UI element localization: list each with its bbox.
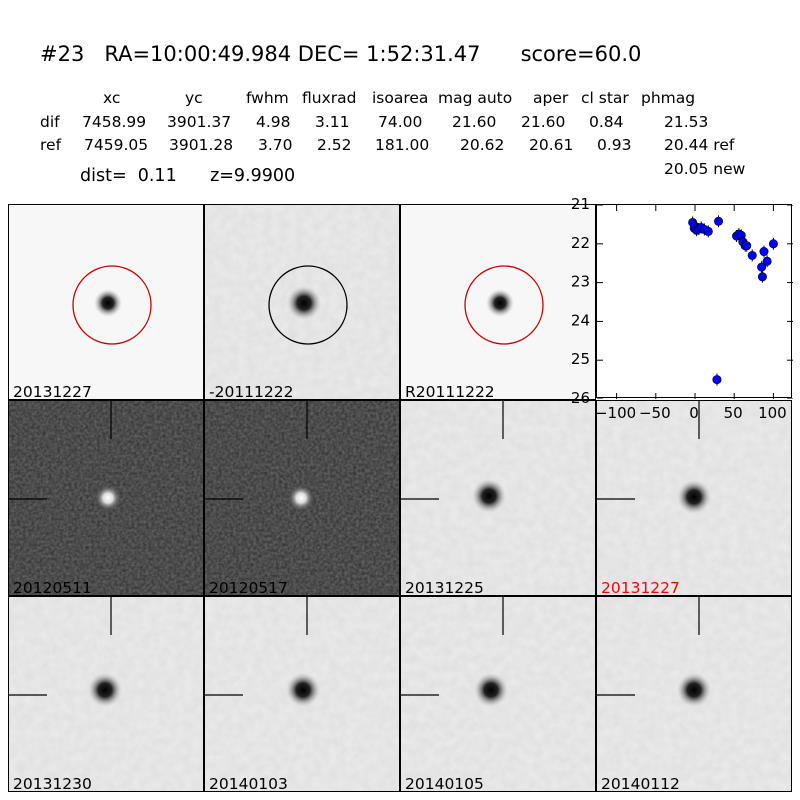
stamp-image: [205, 597, 399, 791]
source-star: [677, 480, 711, 514]
crosshair-icon: [597, 597, 700, 696]
stamp-date-label: R20111222: [405, 383, 495, 400]
dif-fluxrad: 3.11: [315, 113, 350, 131]
stamp-image: [597, 597, 791, 791]
stamp-panel: 20120517: [204, 400, 400, 596]
stamp-date-label: 20131225: [405, 579, 484, 596]
stamp-date-label: 20140105: [405, 775, 484, 792]
stamp-panel: 20140103: [204, 596, 400, 792]
data-point: [757, 262, 767, 272]
data-point: [747, 250, 757, 260]
source-star: [88, 673, 122, 707]
ref-row-label: ref: [40, 136, 62, 154]
ref-xc: 7459.05: [84, 136, 149, 154]
stamp-panel: -20111222: [204, 204, 400, 400]
stamp-date-label: -20111222: [209, 383, 294, 400]
dif-xc: 7458.99: [82, 113, 147, 131]
stamp-image: [401, 205, 595, 399]
source-star: [474, 673, 508, 707]
crosshair-icon: [9, 401, 112, 500]
data-point: [768, 239, 778, 249]
stamp-image: [9, 401, 203, 595]
data-point: [759, 247, 769, 257]
ref-mag-auto: 20.62: [460, 136, 505, 154]
crosshair-icon: [9, 597, 112, 696]
stamp-panel: 20131230: [8, 596, 204, 792]
new-phmag: 20.05 new: [664, 160, 746, 178]
stamp-image: [9, 597, 203, 791]
crosshair-icon: [205, 401, 308, 500]
stamp-image: [401, 597, 595, 791]
dif-isoarea: 74.00: [378, 113, 423, 131]
stamp-panel: 20131227: [596, 400, 792, 596]
dist-and-z: dist= 0.11 z=9.9900: [80, 166, 296, 186]
data-point: [742, 241, 752, 251]
dif-mag-auto: 21.60: [452, 113, 497, 131]
data-point: [762, 256, 772, 266]
ref-cl-star: 0.93: [597, 136, 632, 154]
ref-yc: 3901.28: [169, 136, 234, 154]
col-header-cl-star: cl star: [581, 89, 629, 107]
data-point: [757, 272, 767, 282]
stamp-panel: R20111222: [400, 204, 596, 400]
col-header-fwhm: fwhm: [246, 89, 289, 107]
col-header-phmag: phmag: [641, 89, 696, 107]
light-curve-plot: [596, 204, 793, 400]
stamp-image: [597, 401, 791, 595]
stamp-date-label: 20131230: [13, 775, 92, 792]
ref-isoarea: 181.00: [375, 136, 430, 154]
stamp-panel: 20131225: [400, 400, 596, 596]
source-star: [486, 289, 514, 317]
dif-aper: 21.60: [521, 113, 566, 131]
stamp-image: [401, 401, 595, 595]
aperture-circle: [72, 265, 152, 345]
stamp-image: [205, 205, 399, 399]
dif-yc: 3901.37: [167, 113, 232, 131]
data-point: [703, 226, 713, 236]
data-point: [714, 216, 724, 226]
stamp-image: [205, 401, 399, 595]
candidate-title: #23 RA=10:00:49.984 DEC= 1:52:31.47 scor…: [40, 42, 642, 66]
source-star: [94, 484, 122, 512]
ref-fluxrad: 2.52: [317, 136, 352, 154]
light-curve-svg: [597, 204, 793, 400]
crosshair-icon: [401, 597, 504, 696]
ref-fwhm: 3.70: [258, 136, 293, 154]
source-star: [677, 673, 711, 707]
source-star: [287, 484, 315, 512]
col-header-fluxrad: fluxrad: [302, 89, 357, 107]
dif-fwhm: 4.98: [256, 113, 291, 131]
stamp-image: [9, 205, 203, 399]
crosshair-icon: [401, 401, 504, 500]
stamp-date-label: 20120517: [209, 579, 288, 596]
col-header-mag-auto: mag auto: [438, 89, 513, 107]
aperture-circle: [268, 265, 348, 345]
col-header-yc: yc: [185, 89, 203, 107]
source-star: [472, 479, 506, 513]
dif-cl-star: 0.84: [589, 113, 624, 131]
crosshair-icon: [205, 597, 308, 696]
stamp-date-label: 20131227: [13, 383, 92, 400]
stamp-panel: 20131227: [8, 204, 204, 400]
dif-phmag: 21.53: [664, 113, 709, 131]
source-star: [286, 673, 320, 707]
stamp-panel: 20140105: [400, 596, 596, 792]
stamp-date-label: 20140103: [209, 775, 288, 792]
dif-row-label: dif: [40, 113, 60, 131]
source-star: [94, 289, 122, 317]
stamp-panel: 20120511: [8, 400, 204, 596]
col-header-isoarea: isoarea: [372, 89, 429, 107]
stamp-date-label: 20140112: [601, 775, 680, 792]
ref-aper: 20.61: [529, 136, 574, 154]
stamp-date-label: 20120511: [13, 579, 92, 596]
aperture-circle: [464, 265, 544, 345]
stamp-date-label: 20131227: [601, 579, 680, 596]
col-header-xc: xc: [103, 89, 121, 107]
crosshair-icon: [597, 401, 700, 500]
source-star: [287, 286, 321, 320]
data-point: [712, 375, 722, 385]
ref-phmag: 20.44 ref: [664, 136, 735, 154]
stamp-panel: 20140112: [596, 596, 792, 792]
col-header-aper: aper: [533, 89, 569, 107]
